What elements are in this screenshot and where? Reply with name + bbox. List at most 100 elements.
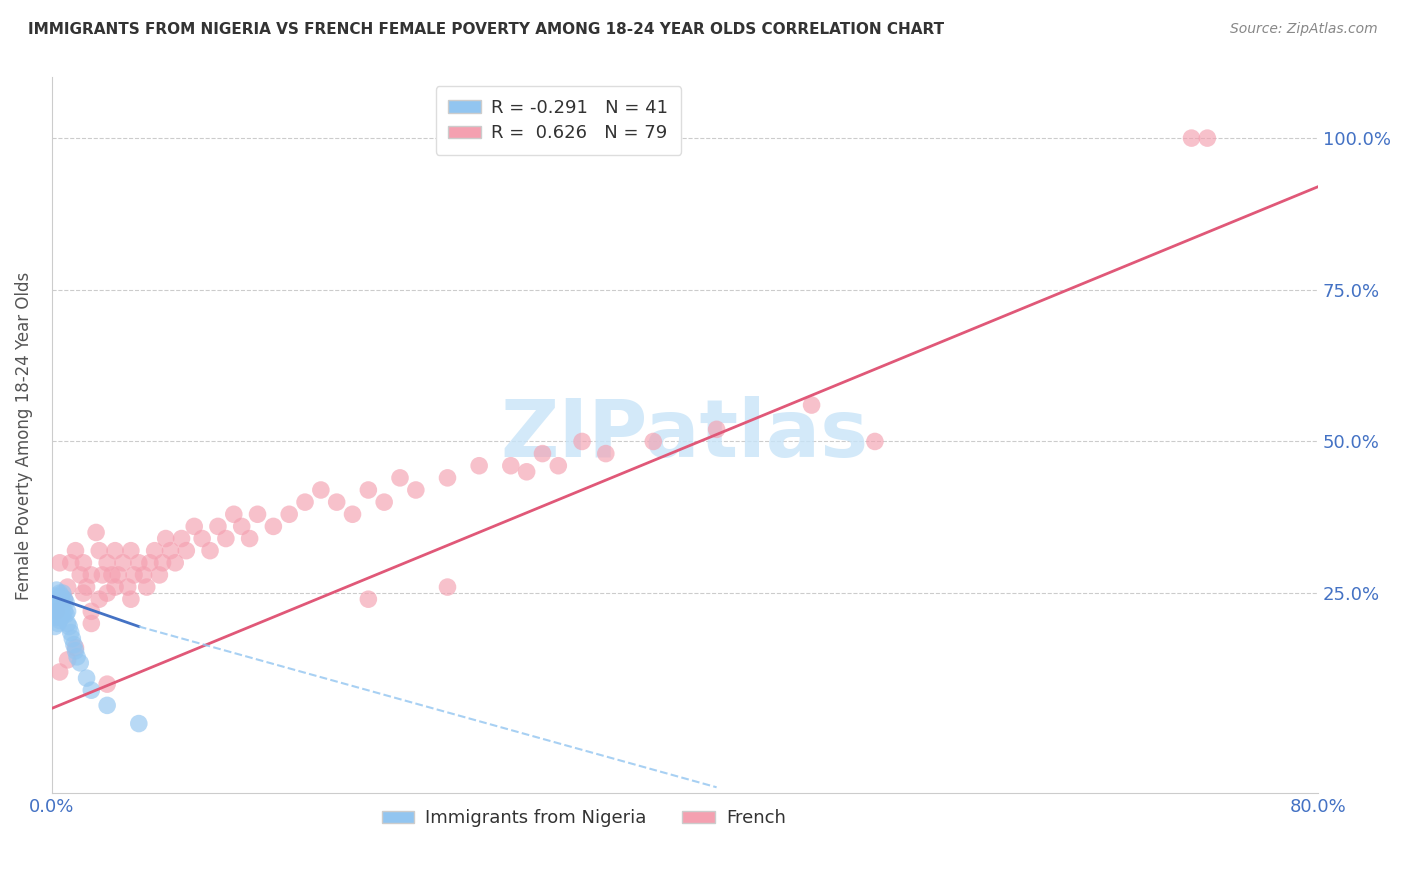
Point (1197, 131, 1219, 145)
Point (128, 556, 150, 570)
Point (231, 519, 253, 533)
Point (107, 568, 129, 582)
Point (152, 556, 174, 570)
Point (294, 495, 316, 509)
Point (42, 599, 65, 613)
Point (122, 568, 145, 582)
Point (104, 543, 127, 558)
Point (117, 580, 139, 594)
Point (45, 604, 67, 618)
Point (65, 543, 87, 558)
Point (80, 683, 103, 698)
Point (120, 543, 142, 558)
Point (165, 556, 187, 570)
Point (547, 458, 569, 473)
Text: Source: ZipAtlas.com: Source: ZipAtlas.com (1230, 22, 1378, 37)
Point (45, 610, 67, 624)
Point (48, 604, 70, 618)
Point (52, 595, 75, 609)
Point (135, 580, 157, 594)
Point (69, 656, 91, 670)
Text: IMMIGRANTS FROM NIGERIA VS FRENCH FEMALE POVERTY AMONG 18-24 YEAR OLDS CORRELATI: IMMIGRANTS FROM NIGERIA VS FRENCH FEMALE… (28, 22, 945, 37)
Point (91, 568, 114, 582)
Point (176, 543, 198, 558)
Point (96, 698, 118, 713)
Point (800, 398, 823, 412)
Point (148, 568, 170, 582)
Point (215, 532, 238, 546)
Point (76, 580, 98, 594)
Point (84, 525, 107, 540)
Legend: Immigrants from Nigeria, French: Immigrants from Nigeria, French (374, 802, 793, 834)
Point (111, 556, 134, 570)
Point (56, 604, 79, 618)
Point (468, 458, 491, 473)
Point (44, 604, 66, 618)
Point (342, 508, 364, 522)
Point (53, 604, 76, 618)
Point (96, 677, 118, 691)
Point (436, 580, 458, 594)
Point (436, 471, 458, 485)
Point (63, 638, 86, 652)
Point (643, 434, 665, 449)
Point (159, 543, 181, 558)
Point (45, 583, 67, 598)
Point (52, 607, 75, 622)
Point (65, 644, 87, 658)
Point (863, 434, 886, 449)
Point (571, 434, 593, 449)
Point (65, 640, 87, 655)
Point (48, 595, 70, 609)
Point (46, 595, 69, 609)
Point (357, 592, 380, 607)
Point (80, 604, 103, 618)
Point (44, 619, 66, 633)
Point (42, 604, 65, 618)
Point (48, 556, 70, 570)
Point (239, 532, 262, 546)
Point (155, 532, 177, 546)
Point (51, 610, 73, 624)
Point (309, 483, 332, 497)
Point (595, 447, 617, 461)
Point (198, 543, 221, 558)
Point (96, 586, 118, 600)
Point (45, 592, 67, 607)
Point (51, 601, 73, 615)
Point (56, 616, 79, 631)
Point (139, 556, 162, 570)
Point (42, 607, 65, 622)
Point (80, 616, 103, 631)
Point (66, 649, 89, 664)
Point (52, 586, 75, 600)
Point (183, 519, 205, 533)
Point (55, 607, 77, 622)
Point (80, 568, 103, 582)
Point (59, 625, 82, 640)
Point (101, 568, 124, 582)
Point (46, 607, 69, 622)
Point (41, 601, 63, 615)
Point (59, 556, 82, 570)
Point (48, 586, 70, 600)
Point (325, 495, 347, 509)
Text: ZIPatlas: ZIPatlas (501, 396, 869, 475)
Point (1180, 131, 1202, 145)
Point (222, 508, 245, 522)
Point (51, 589, 73, 603)
Point (143, 543, 166, 558)
Point (516, 465, 538, 479)
Point (46, 616, 69, 631)
Point (48, 614, 70, 628)
Point (89, 543, 111, 558)
Point (72, 586, 94, 600)
Point (45, 601, 67, 615)
Point (56, 580, 79, 594)
Point (104, 580, 127, 594)
Point (132, 568, 155, 582)
Point (207, 519, 229, 533)
Point (72, 556, 94, 570)
Y-axis label: Female Poverty Among 18-24 Year Olds: Female Poverty Among 18-24 Year Olds (15, 271, 32, 599)
Point (60, 632, 83, 646)
